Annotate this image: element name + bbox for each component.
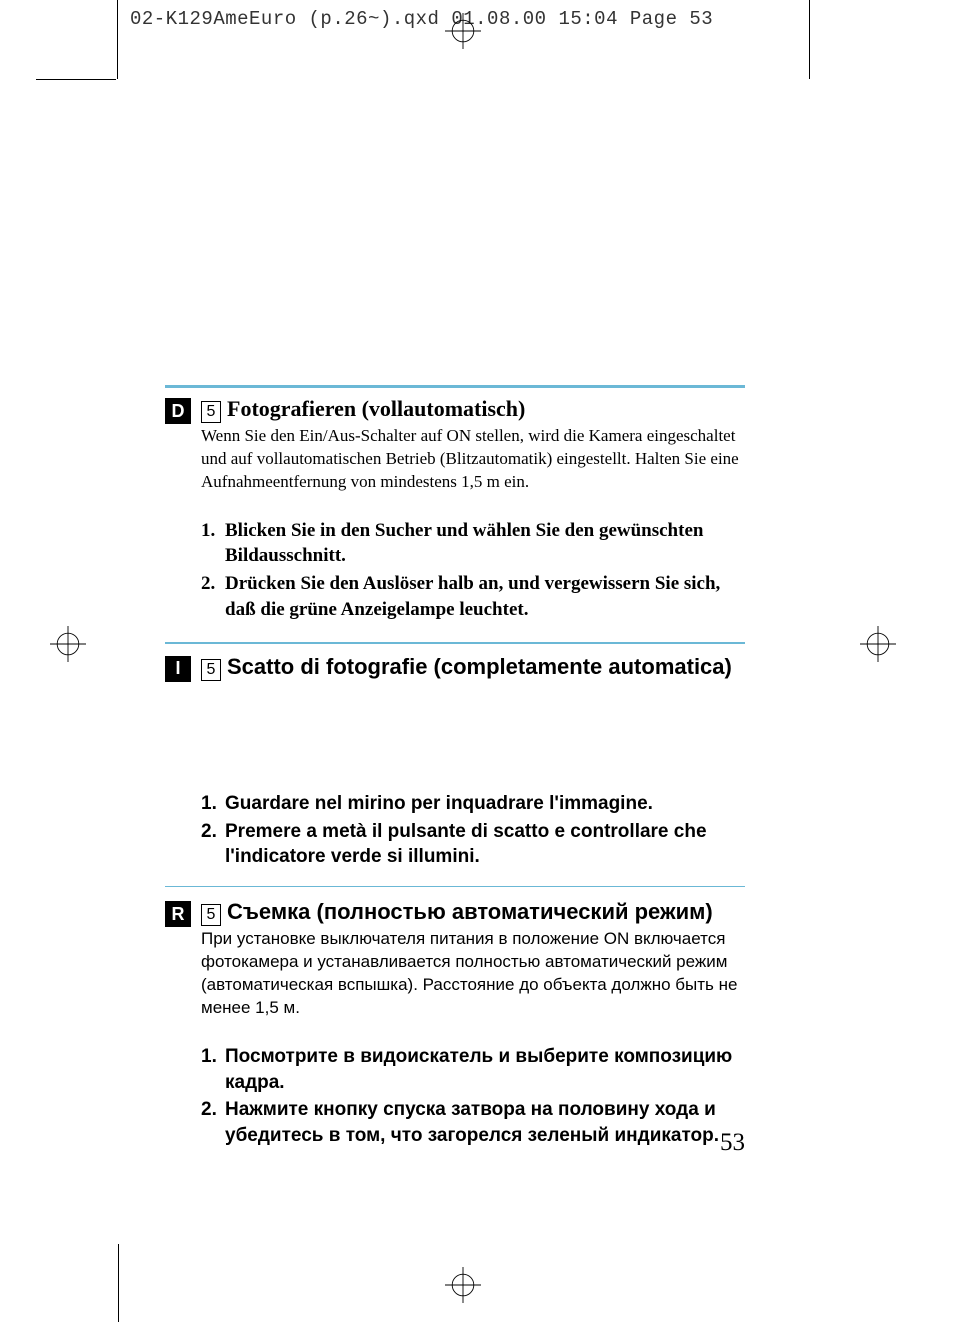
list-item: 1. Посмотрите в видоискатель и выберите … — [201, 1044, 745, 1095]
section-title: 5 Съемка (полностью автоматический режим) — [201, 899, 745, 926]
crop-mark — [117, 0, 118, 79]
list-text: Посмотрите в видоискатель и выберите ком… — [225, 1044, 745, 1095]
list-number: 2. — [201, 1097, 225, 1148]
registration-mark-icon — [445, 13, 481, 49]
divider — [165, 886, 745, 888]
title-text: Съемка (полностью автоматический режим) — [227, 899, 713, 924]
step-number-box: 5 — [201, 659, 221, 681]
crop-mark — [809, 0, 810, 79]
list-text: Drücken Sie den Auslöser halb an, und ve… — [225, 571, 745, 622]
instruction-list: 1. Blicken Sie in den Sucher und wählen … — [201, 518, 745, 623]
list-number: 1. — [201, 518, 225, 569]
section-paragraph: При установке выключателя питания в поло… — [201, 928, 745, 1020]
list-item: 2. Нажмите кнопку спуска затвора на поло… — [201, 1097, 745, 1148]
crop-mark — [118, 1244, 119, 1322]
list-number: 2. — [201, 571, 225, 622]
page-number: 53 — [720, 1129, 745, 1157]
lang-badge: D — [165, 398, 191, 424]
registration-mark-icon — [860, 626, 896, 662]
step-number-box: 5 — [201, 401, 221, 423]
section-title: 5 Fotografieren (vollautomatisch) — [201, 396, 745, 423]
list-number: 1. — [201, 1044, 225, 1095]
registration-mark-icon — [50, 626, 86, 662]
registration-mark-icon — [445, 1267, 481, 1303]
section-russian: R 5 Съемка (полностью автоматический режи… — [165, 899, 745, 1148]
list-item: 1. Blicken Sie in den Sucher und wählen … — [201, 518, 745, 569]
list-item: 1. Guardare nel mirino per inquadrare l'… — [201, 791, 745, 817]
list-text: Premere a metà il pulsante di scatto e c… — [225, 819, 745, 870]
page-content: D 5 Fotografieren (vollautomatisch) Wenn … — [165, 385, 745, 1151]
section-title: 5 Scatto di fotografie (completamente aut… — [201, 654, 745, 681]
print-header: 02-K129AmeEuro (p.26~).qxd 01.08.00 15:0… — [130, 8, 713, 30]
list-text: Нажмите кнопку спуска затвора на половин… — [225, 1097, 745, 1148]
list-text: Guardare nel mirino per inquadrare l'imm… — [225, 791, 653, 817]
divider — [165, 642, 745, 644]
list-number: 2. — [201, 819, 225, 870]
list-item: 2. Premere a metà il pulsante di scatto … — [201, 819, 745, 870]
list-text: Blicken Sie in den Sucher und wählen Sie… — [225, 518, 745, 569]
section-german: D 5 Fotografieren (vollautomatisch) Wenn … — [165, 396, 745, 622]
title-text: Fotografieren (vollautomatisch) — [227, 396, 525, 421]
divider — [165, 385, 745, 388]
section-paragraph: Wenn Sie den Ein/Aus-Schalter auf ON ste… — [201, 425, 745, 494]
step-number-box: 5 — [201, 904, 221, 926]
title-text: Scatto di fotografie (completamente auto… — [227, 654, 732, 679]
lang-badge: I — [165, 656, 191, 682]
list-item: 2. Drücken Sie den Auslöser halb an, und… — [201, 571, 745, 622]
list-number: 1. — [201, 791, 225, 817]
lang-badge: R — [165, 901, 191, 927]
section-italian: I 5 Scatto di fotografie (completamente a… — [165, 654, 745, 870]
crop-mark — [36, 79, 116, 80]
instruction-list: 1. Посмотрите в видоискатель и выберите … — [201, 1044, 745, 1149]
instruction-list: 1. Guardare nel mirino per inquadrare l'… — [201, 791, 745, 870]
